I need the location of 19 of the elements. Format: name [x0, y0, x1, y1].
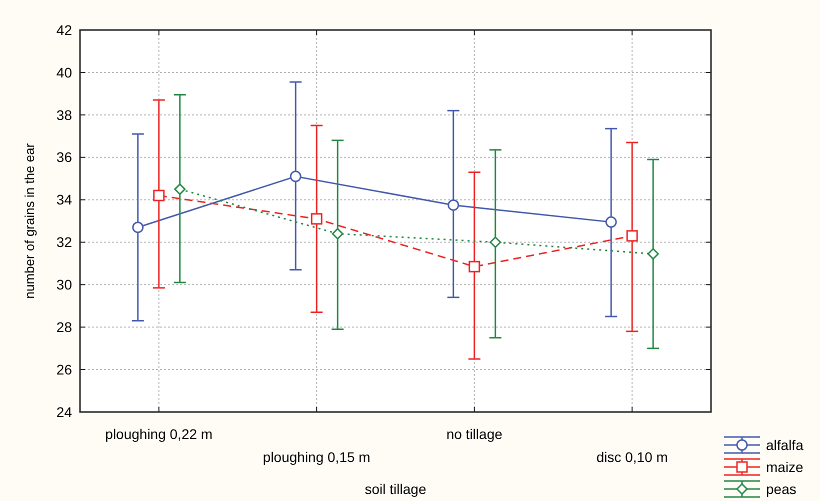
x-tick-label: disc 0,10 m [596, 449, 668, 465]
legend-label: peas [766, 480, 796, 497]
y-tick-label: 34 [56, 192, 72, 208]
y-tick-label: 42 [56, 22, 72, 38]
x-tick-label: ploughing 0,22 m [105, 426, 213, 442]
x-tick-label: no tillage [446, 426, 503, 442]
x-axis-title: soil tillage [364, 481, 426, 497]
x-tick-label: ploughing 0,15 m [262, 449, 370, 465]
legend-label: maize [766, 458, 804, 475]
y-tick-label: 38 [56, 106, 72, 123]
y-tick-label: 24 [56, 404, 72, 420]
y-tick-label: 32 [56, 234, 72, 250]
y-tick-label: 40 [56, 64, 72, 80]
legend-label: alfalfa [766, 436, 804, 453]
y-tick-label: 26 [56, 361, 72, 378]
y-tick-label: 30 [56, 276, 72, 293]
y-tick-label: 28 [56, 319, 72, 336]
y-axis-title: number of grains in the ear [22, 142, 37, 299]
y-tick-label: 36 [56, 149, 72, 166]
